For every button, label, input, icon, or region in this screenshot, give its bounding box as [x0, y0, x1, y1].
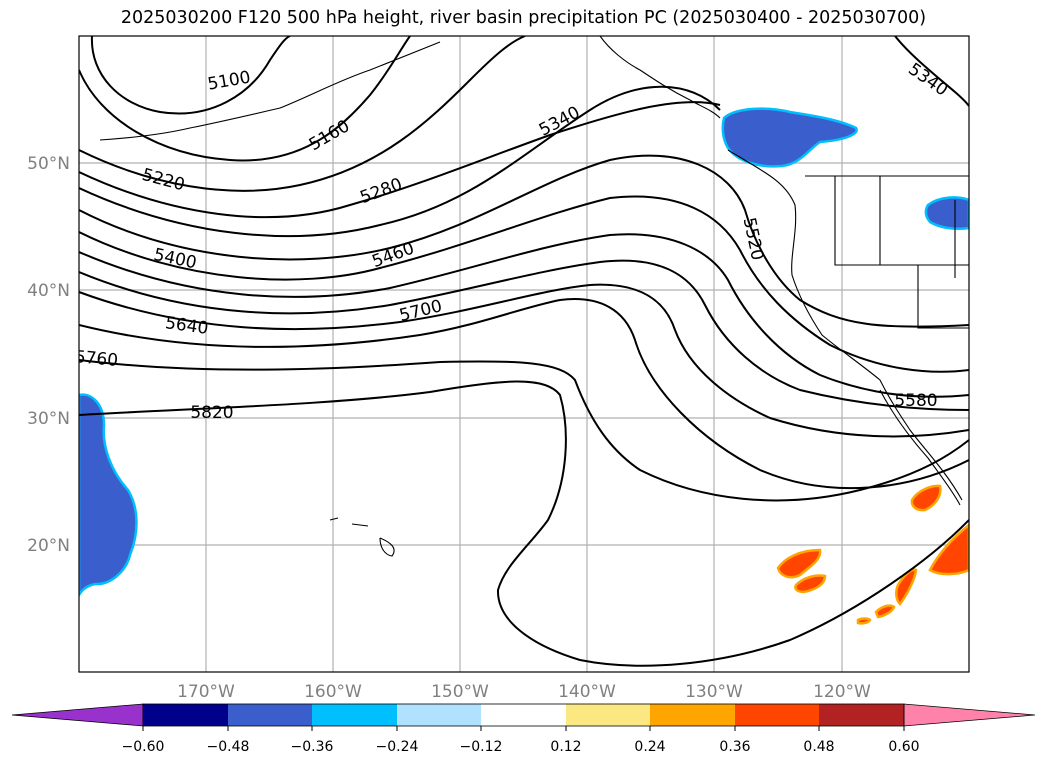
- colorbar: −0.60 −0.48 −0.36 −0.24 −0.12 0.12 0.24 …: [11, 703, 1036, 755]
- colorbar-segment-6: [566, 704, 650, 726]
- contour-label-5700: 5700: [397, 296, 444, 326]
- lat-label-40: 40°N: [27, 281, 70, 301]
- contour-5520: [79, 233, 969, 398]
- precip-fill-pacific-northwest: [721, 107, 858, 168]
- contour-label-5160: 5160: [306, 116, 353, 155]
- colorbar-segment-7: [650, 704, 735, 726]
- contour-5700: [79, 298, 969, 490]
- contour-label-5580: 5580: [894, 391, 937, 411]
- lon-label-160w: 160°W: [304, 682, 362, 702]
- lon-label-170w: 170°W: [177, 682, 235, 702]
- lat-label-30: 30°N: [27, 409, 70, 429]
- contour-5340-a: [79, 85, 721, 238]
- contour-5100: [90, 36, 291, 115]
- coastline-west-coast: [727, 149, 963, 501]
- colorbar-label-2: −0.36: [291, 739, 334, 755]
- colorbar-frame: [142, 703, 905, 727]
- contour-5340-b: [894, 36, 969, 107]
- colorbar-ticks: [142, 726, 905, 731]
- colorbar-label-0: −0.60: [122, 739, 165, 755]
- precip-fill-blob-d: [874, 604, 896, 619]
- lon-label-150w: 150°W: [431, 682, 489, 702]
- lon-label-140w: 140°W: [558, 682, 616, 702]
- precip-fill-blob-c: [895, 568, 918, 606]
- colorbar-label-3: −0.24: [376, 739, 419, 755]
- lat-label-20: 20°N: [27, 536, 70, 556]
- precip-fill-baja-west: [910, 484, 942, 512]
- coastline-hawaii: [329, 517, 395, 557]
- colorbar-segment-5: [481, 704, 566, 726]
- lat-label-50: 50°N: [27, 154, 70, 174]
- colorbar-segment-8: [735, 704, 819, 726]
- contour-5220: [79, 36, 526, 192]
- contour-label-5760: 5760: [74, 347, 119, 371]
- contour-label-5340-east: 5340: [904, 59, 951, 100]
- lon-label-130w: 130°W: [685, 682, 743, 702]
- coastline-aleutians: [99, 41, 441, 141]
- border-states-3: [917, 265, 969, 329]
- colorbar-segment-3: [312, 704, 397, 726]
- colorbar-label-8: 0.48: [803, 739, 834, 755]
- precip-negative-fills: [79, 107, 969, 598]
- contour-label-5460: 5460: [370, 239, 417, 273]
- colorbar-label-9: 0.60: [888, 739, 919, 755]
- coastline-baja: [879, 389, 961, 506]
- contour-5160: [79, 36, 411, 162]
- map-area: 5100 5160 5220 5280 5340 5340 5400 5460 …: [74, 36, 969, 672]
- contour-5640: [79, 283, 969, 438]
- coastlines: [99, 36, 969, 557]
- precip-fill-blob-a: [776, 548, 822, 579]
- coastline-alaska: [599, 36, 721, 119]
- contour-5280: [79, 101, 721, 219]
- map-frame: [78, 35, 970, 673]
- contour-label-5340: 5340: [536, 103, 584, 141]
- contour-5760: [79, 359, 969, 502]
- precip-fill-blob-e: [856, 617, 872, 625]
- contour-label-5640: 5640: [164, 313, 210, 339]
- colorbar-label-1: −0.48: [207, 739, 250, 755]
- colorbar-segment-9: [819, 704, 904, 726]
- lat-axis: 50°N 40°N 30°N 20°N: [27, 154, 70, 556]
- colorbar-extend-low: [11, 703, 144, 727]
- contour-label-5280: 5280: [358, 175, 405, 209]
- gridlines: [79, 36, 969, 672]
- precip-fill-west-pacific: [79, 393, 138, 598]
- colorbar-segment-4: [397, 704, 481, 726]
- colorbar-label-5: 0.12: [550, 739, 581, 755]
- map-title: 2025030200 F120 500 hPa height, river ba…: [120, 8, 927, 28]
- contour-5400: [79, 154, 969, 328]
- contour-label-5220: 5220: [140, 165, 187, 196]
- colorbar-extend-high: [903, 703, 1036, 727]
- contour-5820: [79, 380, 969, 667]
- colorbar-label-7: 0.36: [719, 739, 750, 755]
- colorbar-segment-1: [143, 704, 228, 726]
- colorbar-segment-2: [228, 704, 312, 726]
- lon-label-120w: 120°W: [813, 682, 871, 702]
- precip-fill-baja-south: [928, 523, 969, 576]
- precip-fill-blob-b: [794, 574, 827, 594]
- contour-5460: [79, 195, 969, 373]
- precip-fill-montana: [924, 196, 969, 230]
- height-contours: [79, 36, 969, 667]
- precip-positive-fills: [776, 484, 969, 625]
- colorbar-label-6: 0.24: [634, 739, 665, 755]
- contour-5580: [79, 259, 969, 411]
- colorbar-label-4: −0.12: [460, 739, 503, 755]
- contour-label-5820: 5820: [190, 403, 233, 423]
- lon-axis: 170°W 160°W 150°W 140°W 130°W 120°W: [177, 682, 871, 702]
